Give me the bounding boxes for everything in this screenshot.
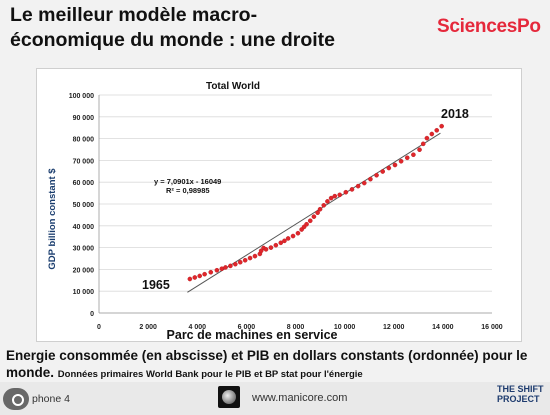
data-point	[273, 242, 279, 248]
x-axis-label: Parc de machines en service	[167, 328, 338, 341]
data-point	[258, 248, 264, 254]
data-point	[285, 236, 291, 241]
slide-title-line-1: Le meilleur modèle macro-	[10, 4, 258, 26]
data-point	[278, 240, 284, 246]
gridlines	[99, 94, 492, 314]
data-point	[361, 180, 367, 186]
slide-title-line-2: économique du monde : une droite	[10, 29, 336, 51]
data-point	[282, 238, 287, 244]
data-point	[349, 187, 355, 192]
data-point	[368, 176, 373, 182]
data-point	[192, 275, 198, 280]
globe-icon	[218, 386, 240, 408]
lens-search-icon[interactable]	[3, 388, 29, 410]
y-axis-label: GDP billion constant $	[47, 168, 58, 270]
data-point	[208, 269, 214, 275]
caption-source: Données primaires World Bank pour le PIB…	[57, 369, 363, 380]
data-point	[398, 158, 404, 164]
slide-caption: Energie consommée (en abscisse) et PIB e…	[6, 347, 546, 383]
data-point	[268, 245, 274, 250]
y-tick-label: 80 000	[73, 137, 95, 144]
data-point	[187, 276, 193, 282]
y-tick-label: 40 000	[73, 224, 95, 231]
y-tick-label: 0	[90, 311, 94, 318]
x-tick-label: 0	[97, 324, 101, 331]
x-tick-label: 2 000	[139, 324, 157, 331]
data-point	[325, 199, 330, 204]
data-point	[374, 172, 379, 178]
data-point	[392, 162, 398, 168]
data-point	[343, 189, 349, 195]
shift-project-logo: THE SHIFT PROJECT	[497, 384, 549, 404]
data-points	[187, 123, 444, 282]
data-point	[214, 267, 220, 273]
r-squared-label: R² = 0,98985	[166, 186, 210, 195]
data-point	[242, 257, 248, 263]
x-tick-label: 10 000	[334, 324, 356, 331]
data-point	[315, 210, 320, 216]
y-tick-label: 90 000	[73, 115, 95, 122]
x-tick-label: 14 000	[432, 324, 454, 331]
scatter-chart: 0 10 000 20 000 30 000 40 000 50 000 60 000 70 …	[47, 81, 503, 342]
data-point	[417, 147, 422, 153]
x-tick-label: 4 000	[188, 324, 206, 331]
data-point	[197, 273, 203, 279]
data-point	[317, 206, 323, 212]
data-point	[295, 230, 301, 236]
footer-text: phone 4	[32, 393, 70, 405]
y-tick-label: 20 000	[73, 267, 95, 274]
data-point	[429, 131, 435, 137]
data-point	[228, 263, 233, 269]
data-point	[252, 253, 258, 259]
data-point	[434, 128, 440, 133]
chart-frame: 0 10 000 20 000 30 000 40 000 50 000 60 000 70 …	[36, 68, 522, 342]
shift-logo-line-1: THE SHIFT	[497, 384, 544, 394]
axes: 0 10 000 20 000 30 000 40 000 50 000 60 000 70 …	[69, 93, 503, 331]
x-tick-label: 12 000	[383, 324, 405, 331]
y-tick-label: 100 000	[69, 93, 94, 100]
data-point	[307, 218, 313, 224]
data-point	[237, 259, 243, 265]
data-point	[439, 123, 444, 129]
x-tick-label: 16 000	[481, 324, 503, 331]
footer-bar: phone 4 www.manicore.com THE SHIFT PROJE…	[0, 382, 550, 415]
footer-url[interactable]: www.manicore.com	[252, 392, 348, 404]
data-point	[337, 192, 343, 198]
data-point	[420, 141, 426, 147]
shift-logo-line-2: PROJECT	[497, 394, 540, 404]
data-point	[380, 169, 385, 174]
data-point	[321, 203, 327, 208]
data-point	[355, 183, 361, 189]
data-point	[404, 155, 410, 161]
caption-main: Energie consommée (en abscisse) et PIB e…	[6, 348, 528, 380]
y-tick-label: 70 000	[73, 158, 95, 165]
data-point	[386, 165, 392, 171]
x-tick-label: 6 000	[238, 324, 256, 331]
data-point	[328, 195, 334, 201]
regression-equation: y = 7,0901x - 16049	[154, 177, 221, 186]
slide-title: Le meilleur modèle macro- économique du …	[10, 3, 390, 53]
sciencespo-logo: SciencesPo	[437, 16, 541, 37]
y-tick-label: 50 000	[73, 202, 95, 209]
data-point	[247, 255, 253, 261]
chart-title: Total World	[206, 81, 260, 92]
data-point	[233, 261, 238, 267]
start-year-label: 1965	[142, 278, 170, 292]
end-year-label: 2018	[441, 107, 469, 121]
y-tick-label: 60 000	[73, 180, 95, 187]
data-point	[332, 193, 338, 199]
y-tick-label: 30 000	[73, 246, 95, 253]
data-point	[304, 221, 309, 227]
data-point	[223, 265, 228, 270]
y-tick-label: 10 000	[73, 289, 95, 296]
data-point	[424, 135, 430, 141]
data-point	[202, 271, 207, 277]
data-point	[311, 214, 317, 219]
data-point	[290, 233, 296, 239]
data-point	[411, 152, 416, 158]
x-tick-label: 8 000	[287, 324, 305, 331]
data-point	[263, 247, 269, 252]
